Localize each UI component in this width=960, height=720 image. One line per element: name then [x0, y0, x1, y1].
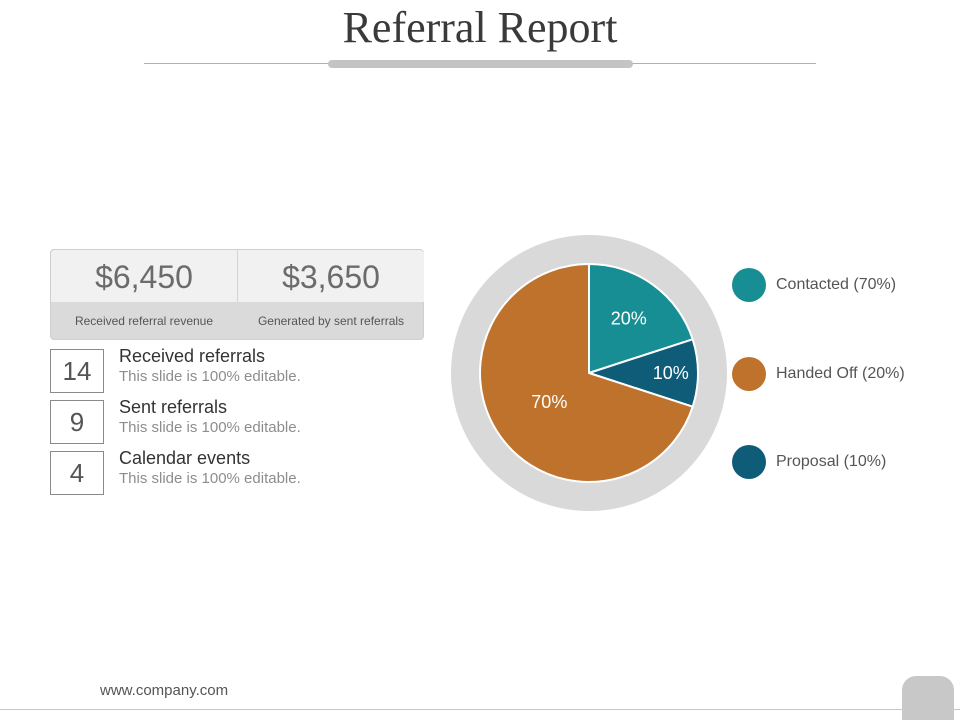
footer-website: www.company.com [100, 682, 229, 699]
calendar-events-subtitle: This slide is 100% editable. [119, 470, 301, 487]
received-referrals-subtitle: This slide is 100% editable. [119, 368, 301, 385]
corner-tab [902, 676, 954, 720]
list-item-received-referrals: 14 Received referrals This slide is 100%… [50, 346, 430, 395]
stats-divider [237, 250, 238, 302]
received-referrals-count: 14 [50, 349, 104, 393]
legend-label-proposal: Proposal (10%) [776, 453, 887, 470]
sent-referrals-subtitle: This slide is 100% editable. [119, 419, 301, 436]
legend-label-handed-off: Handed Off (20%) [776, 365, 905, 382]
legend-item-proposal: Proposal (10%) [732, 445, 952, 479]
pie-chart: 20% 10% 70% [451, 235, 727, 511]
footer-line [0, 709, 960, 710]
pie-label-20: 20% [611, 308, 647, 328]
page-title: Referral Report [342, 3, 618, 52]
legend-dot-handed-off [732, 357, 766, 391]
pie-slice-70 [479, 263, 694, 483]
title-underline-bar [328, 60, 633, 68]
pie-slice-20 [588, 263, 694, 374]
pie-label-10: 10% [653, 363, 689, 383]
legend-item-handed-off: Handed Off (20%) [732, 357, 952, 391]
legend-label-contacted: Contacted (70%) [776, 276, 897, 293]
calendar-events-count: 4 [50, 451, 104, 495]
revenue-caption: Received referral revenue [74, 314, 214, 328]
revenue-value: $6,450 [51, 250, 237, 302]
legend-dot-proposal [732, 445, 766, 479]
legend-dot-contacted [732, 268, 766, 302]
calendar-events-title: Calendar events [119, 448, 251, 468]
list-item-calendar-events: 4 Calendar events This slide is 100% edi… [50, 448, 430, 497]
stats-panel: $6,450 $3,650 Received referral revenue … [50, 249, 424, 340]
received-referrals-title: Received referrals [119, 346, 266, 366]
legend-item-contacted: Contacted (70%) [732, 268, 952, 302]
sent-referrals-title: Sent referrals [119, 397, 228, 417]
generated-value: $3,650 [238, 250, 424, 302]
list-item-sent-referrals: 9 Sent referrals This slide is 100% edit… [50, 397, 430, 446]
generated-caption: Generated by sent referrals [257, 314, 405, 328]
sent-referrals-count: 9 [50, 400, 104, 444]
pie-label-70: 70% [531, 392, 567, 412]
